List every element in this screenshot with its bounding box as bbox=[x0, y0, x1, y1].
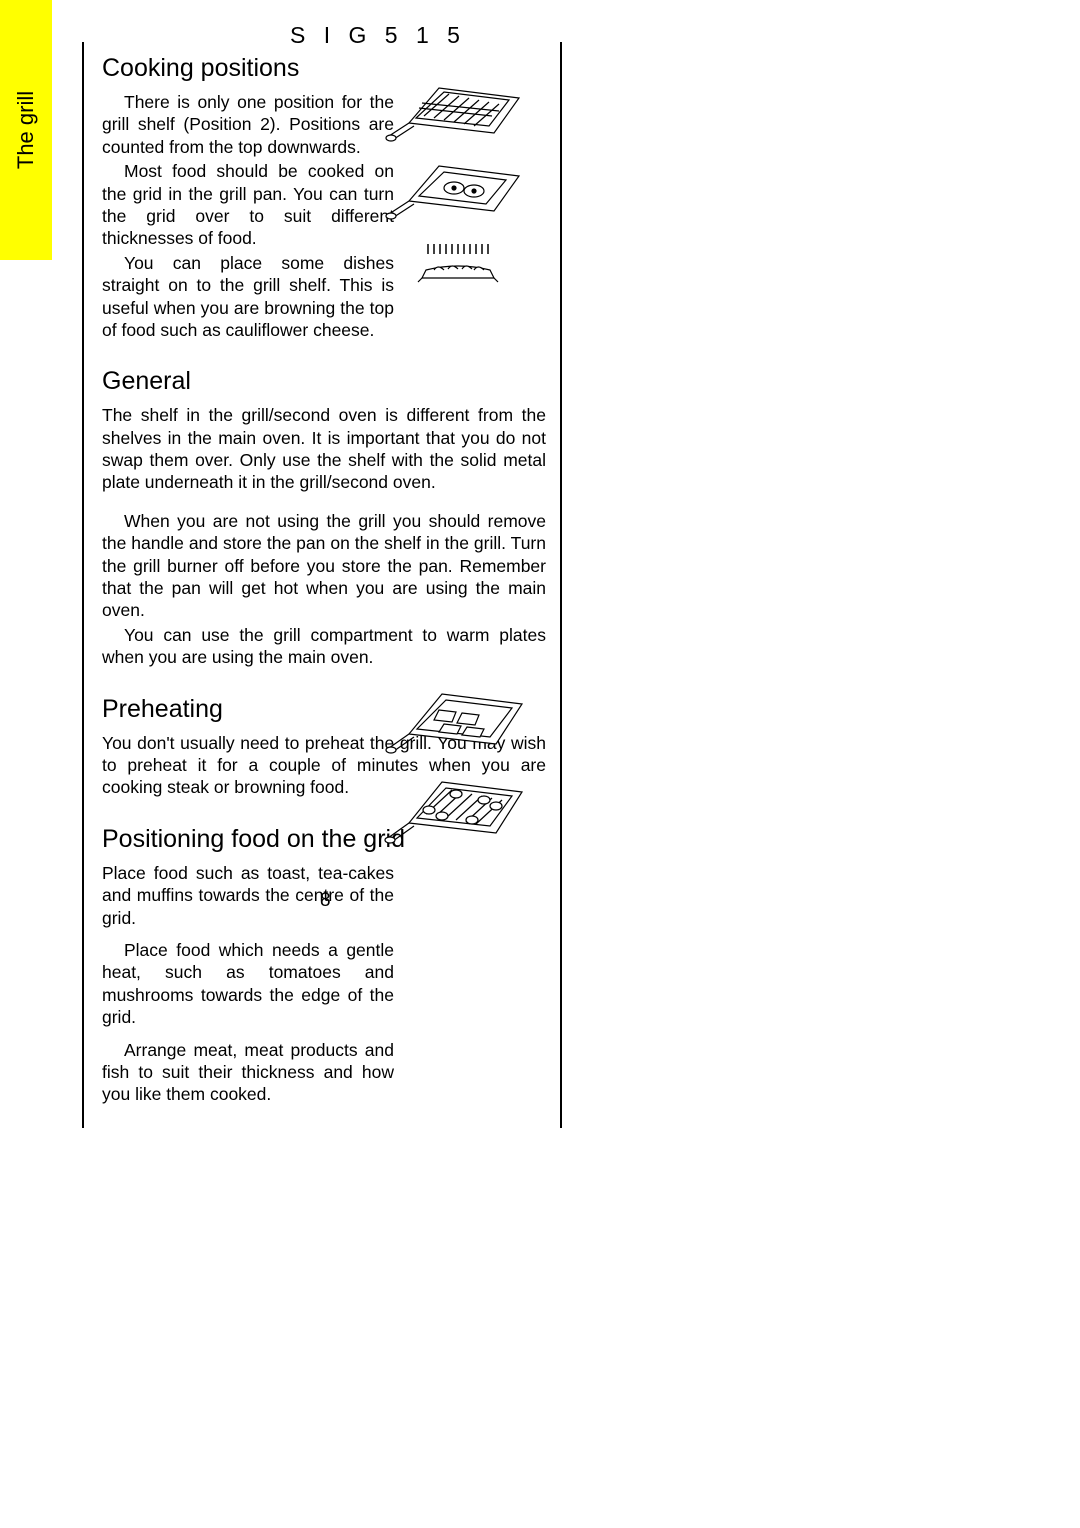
cooking-positions-p3: You can place some dishes straight on to… bbox=[102, 252, 394, 342]
main-content: Cooking positions There is only one posi… bbox=[82, 42, 562, 1128]
cooking-positions-p2: Most food should be cooked on the grid i… bbox=[102, 160, 394, 250]
heat-dish-icon bbox=[414, 240, 504, 290]
cooking-positions-p1: There is only one position for the grill… bbox=[102, 91, 394, 158]
grill-pan-grid-icon bbox=[384, 78, 524, 148]
positioning-p3: Arrange meat, meat products and fish to … bbox=[102, 1039, 394, 1106]
positioning-p1: Place food such as toast, tea-cakes and … bbox=[102, 862, 394, 929]
grid-toast-icon bbox=[384, 682, 529, 762]
page-number: 8 bbox=[320, 890, 331, 912]
grill-pan-food-icon bbox=[384, 156, 524, 226]
general-title: General bbox=[102, 367, 546, 396]
general-p1: The shelf in the grill/second oven is di… bbox=[102, 404, 546, 494]
side-tab-label: The grill bbox=[13, 91, 39, 169]
general-p3: You can use the grill compartment to war… bbox=[102, 624, 546, 669]
grid-edge-food-icon bbox=[384, 768, 529, 853]
side-tab: The grill bbox=[0, 0, 52, 260]
general-p2: When you are not using the grill you sho… bbox=[102, 510, 546, 622]
positioning-p2: Place food which needs a gentle heat, su… bbox=[102, 939, 394, 1029]
